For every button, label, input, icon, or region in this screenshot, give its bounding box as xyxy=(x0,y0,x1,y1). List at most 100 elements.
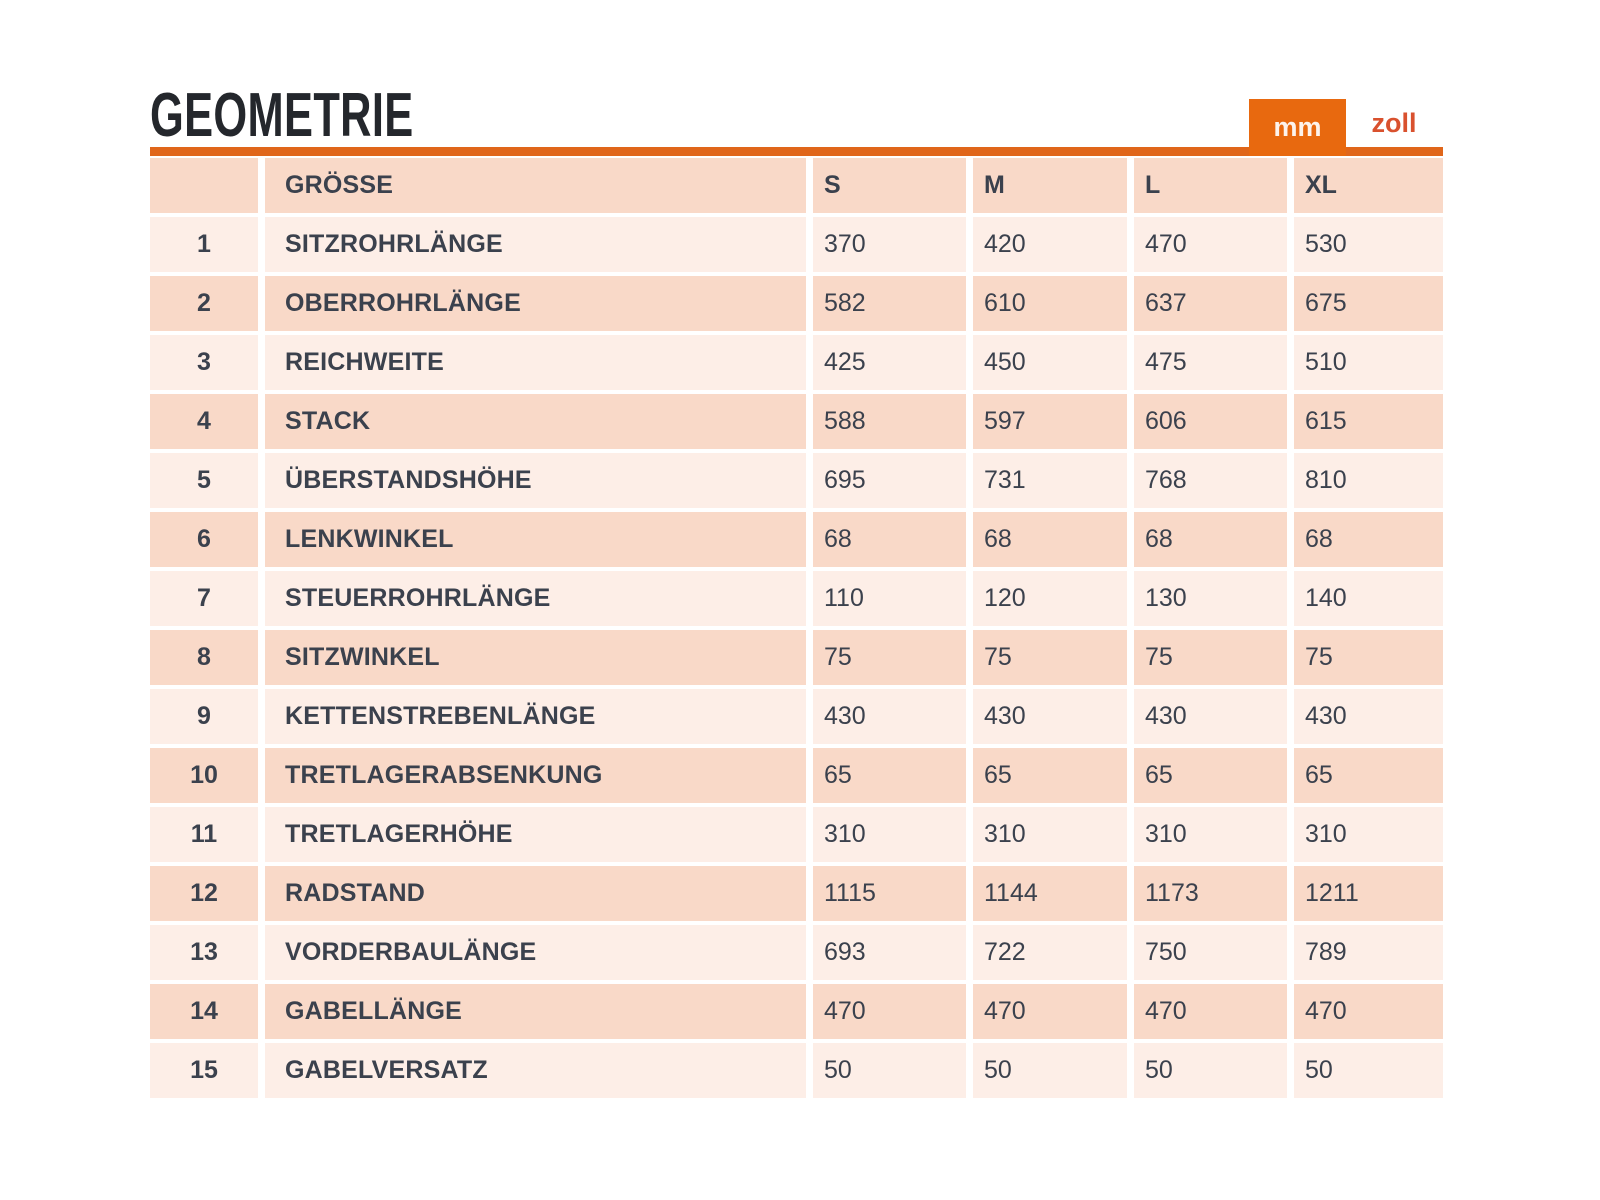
row-number: 13 xyxy=(150,925,258,980)
row-label: ÜBERSTANDSHÖHE xyxy=(265,453,806,508)
cell-value-m: 731 xyxy=(973,453,1127,508)
cell-value-xl: 789 xyxy=(1294,925,1443,980)
cell-value-m: 420 xyxy=(973,217,1127,272)
cell-value-xl: 675 xyxy=(1294,276,1443,331)
cell-value-m: 722 xyxy=(973,925,1127,980)
cell-value-l: 65 xyxy=(1134,748,1287,803)
row-label: STACK xyxy=(265,394,806,449)
cell-value-l: 470 xyxy=(1134,984,1287,1039)
cell-value-l: 637 xyxy=(1134,276,1287,331)
cell-value-xl: 75 xyxy=(1294,630,1443,685)
cell-value-l: 50 xyxy=(1134,1043,1287,1098)
corner-cell xyxy=(150,158,258,213)
cell-value-s: 75 xyxy=(813,630,966,685)
cell-value-s: 370 xyxy=(813,217,966,272)
cell-value-s: 310 xyxy=(813,807,966,862)
col-header-l: L xyxy=(1134,158,1287,213)
cell-value-s: 50 xyxy=(813,1043,966,1098)
cell-value-xl: 510 xyxy=(1294,335,1443,390)
cell-value-s: 110 xyxy=(813,571,966,626)
size-header: GRÖSSE xyxy=(265,158,806,213)
row-label: VORDERBAULÄNGE xyxy=(265,925,806,980)
cell-value-s: 425 xyxy=(813,335,966,390)
cell-value-s: 693 xyxy=(813,925,966,980)
row-number: 15 xyxy=(150,1043,258,1098)
unit-toggle-mm-button[interactable]: mm xyxy=(1249,99,1346,156)
row-number: 9 xyxy=(150,689,258,744)
row-label: TRETLAGERABSENKUNG xyxy=(265,748,806,803)
cell-value-m: 1144 xyxy=(973,866,1127,921)
row-number: 10 xyxy=(150,748,258,803)
row-label: REICHWEITE xyxy=(265,335,806,390)
cell-value-l: 606 xyxy=(1134,394,1287,449)
cell-value-xl: 615 xyxy=(1294,394,1443,449)
row-label: STEUERROHRLÄNGE xyxy=(265,571,806,626)
row-number: 3 xyxy=(150,335,258,390)
row-number: 11 xyxy=(150,807,258,862)
cell-value-m: 597 xyxy=(973,394,1127,449)
cell-value-s: 470 xyxy=(813,984,966,1039)
title-underline xyxy=(150,147,1443,156)
row-label: LENKWINKEL xyxy=(265,512,806,567)
row-number: 6 xyxy=(150,512,258,567)
cell-value-xl: 430 xyxy=(1294,689,1443,744)
cell-value-m: 68 xyxy=(973,512,1127,567)
cell-value-s: 582 xyxy=(813,276,966,331)
cell-value-xl: 140 xyxy=(1294,571,1443,626)
cell-value-m: 65 xyxy=(973,748,1127,803)
row-number: 4 xyxy=(150,394,258,449)
cell-value-xl: 65 xyxy=(1294,748,1443,803)
cell-value-s: 430 xyxy=(813,689,966,744)
cell-value-l: 130 xyxy=(1134,571,1287,626)
cell-value-xl: 310 xyxy=(1294,807,1443,862)
cell-value-xl: 68 xyxy=(1294,512,1443,567)
cell-value-s: 1115 xyxy=(813,866,966,921)
row-number: 12 xyxy=(150,866,258,921)
col-header-s: S xyxy=(813,158,966,213)
cell-value-xl: 1211 xyxy=(1294,866,1443,921)
cell-value-xl: 470 xyxy=(1294,984,1443,1039)
cell-value-xl: 530 xyxy=(1294,217,1443,272)
cell-value-l: 430 xyxy=(1134,689,1287,744)
cell-value-l: 768 xyxy=(1134,453,1287,508)
cell-value-s: 65 xyxy=(813,748,966,803)
col-header-xl: XL xyxy=(1294,158,1443,213)
cell-value-l: 470 xyxy=(1134,217,1287,272)
row-label: GABELLÄNGE xyxy=(265,984,806,1039)
page-content: GEOMETRIE mm zoll GRÖSSE S M L XL 1 SITZR… xyxy=(150,85,1443,1098)
row-label: RADSTAND xyxy=(265,866,806,921)
row-number: 7 xyxy=(150,571,258,626)
page-title: GEOMETRIE xyxy=(150,81,414,150)
cell-value-m: 450 xyxy=(973,335,1127,390)
geometry-table: GRÖSSE S M L XL 1 SITZROHRLÄNGE 370 420 470 5… xyxy=(150,158,1443,1098)
header: GEOMETRIE mm zoll xyxy=(150,85,1443,156)
row-label: GABELVERSATZ xyxy=(265,1043,806,1098)
cell-value-l: 750 xyxy=(1134,925,1287,980)
row-number: 2 xyxy=(150,276,258,331)
row-number: 5 xyxy=(150,453,258,508)
cell-value-xl: 50 xyxy=(1294,1043,1443,1098)
row-label: KETTENSTREBENLÄNGE xyxy=(265,689,806,744)
cell-value-m: 50 xyxy=(973,1043,1127,1098)
row-number: 8 xyxy=(150,630,258,685)
cell-value-m: 75 xyxy=(973,630,1127,685)
unit-toggle-zoll-button[interactable]: zoll xyxy=(1371,107,1417,138)
row-number: 1 xyxy=(150,217,258,272)
row-number: 14 xyxy=(150,984,258,1039)
row-label: TRETLAGERHÖHE xyxy=(265,807,806,862)
row-label: OBERROHRLÄNGE xyxy=(265,276,806,331)
cell-value-xl: 810 xyxy=(1294,453,1443,508)
cell-value-m: 470 xyxy=(973,984,1127,1039)
col-header-m: M xyxy=(973,158,1127,213)
cell-value-m: 120 xyxy=(973,571,1127,626)
cell-value-l: 310 xyxy=(1134,807,1287,862)
cell-value-m: 310 xyxy=(973,807,1127,862)
cell-value-l: 75 xyxy=(1134,630,1287,685)
cell-value-s: 695 xyxy=(813,453,966,508)
row-label: SITZROHRLÄNGE xyxy=(265,217,806,272)
cell-value-l: 1173 xyxy=(1134,866,1287,921)
cell-value-l: 68 xyxy=(1134,512,1287,567)
cell-value-m: 610 xyxy=(973,276,1127,331)
cell-value-s: 588 xyxy=(813,394,966,449)
cell-value-l: 475 xyxy=(1134,335,1287,390)
